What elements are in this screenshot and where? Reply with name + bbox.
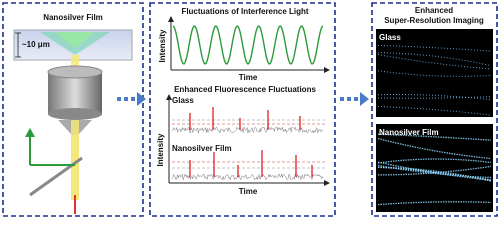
excitation-beam bbox=[71, 120, 79, 200]
image-label: Glass bbox=[379, 33, 401, 42]
objective-bottom bbox=[48, 108, 102, 120]
objective bbox=[48, 72, 102, 114]
flow-arrow bbox=[117, 92, 146, 106]
y-axis-label: Intensity bbox=[158, 29, 167, 62]
arrow-head bbox=[324, 180, 330, 186]
panel-box bbox=[149, 2, 336, 217]
x-axis-label: Time bbox=[239, 187, 258, 196]
panel-title: Super-Resolution Imaging bbox=[384, 16, 484, 25]
plot-title: Fluctuations of Interference Light bbox=[181, 7, 308, 16]
streaks bbox=[377, 44, 492, 206]
image bbox=[376, 29, 493, 117]
interference-beam bbox=[55, 32, 95, 48]
streak bbox=[377, 201, 492, 206]
plot-title: Enhanced Fluorescence Fluctuations bbox=[174, 85, 316, 94]
scale-label: ~10 μm bbox=[22, 40, 50, 49]
streak bbox=[377, 137, 492, 160]
streak bbox=[377, 165, 492, 176]
streak bbox=[377, 158, 492, 164]
arrow-head bbox=[25, 128, 35, 137]
noise-trace bbox=[171, 173, 324, 181]
streak bbox=[377, 54, 492, 70]
objective-top bbox=[47, 65, 103, 79]
arrow-head bbox=[324, 67, 330, 73]
figure: Nanosilver Film ~10 μm Fluctuations of I… bbox=[2, 2, 498, 217]
x-axis-label: Time bbox=[239, 73, 258, 82]
streak bbox=[377, 166, 492, 182]
streak bbox=[377, 133, 492, 141]
y-axis-label: Intensity bbox=[156, 133, 165, 166]
arrow-head bbox=[168, 16, 174, 22]
panel-box bbox=[371, 2, 498, 217]
flow-arrow bbox=[340, 92, 369, 106]
trace-label: Nanosilver Film bbox=[172, 144, 232, 153]
arrow-head bbox=[166, 94, 172, 100]
trace-label: Glass bbox=[172, 96, 194, 105]
panel-title: Nanosilver Film bbox=[43, 13, 103, 22]
noise-trace bbox=[171, 126, 324, 134]
image-label: Nanosilver Film bbox=[379, 128, 439, 137]
traces bbox=[171, 107, 324, 181]
panel-title: Enhanced bbox=[415, 6, 453, 15]
interference-curve bbox=[172, 25, 324, 65]
